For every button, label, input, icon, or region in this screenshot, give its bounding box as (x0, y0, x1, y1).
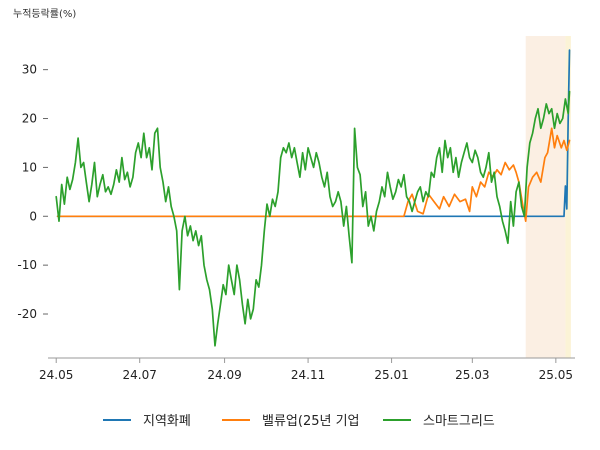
x-tick-label: 24.09 (207, 368, 241, 382)
x-tick-label: 24.07 (123, 368, 157, 382)
x-axis-ticks: 24.05 24.07 24.09 24.11 25.01 25.03 25.05 (39, 358, 573, 382)
series-lines (55, 49, 571, 347)
y-tick-label: -20 (17, 307, 37, 321)
y-tick-label: -10 (17, 258, 37, 272)
x-tick-label: 24.11 (291, 368, 325, 382)
x-tick-label: 25.01 (374, 368, 408, 382)
series-line-0 (56, 49, 571, 218)
y-tick-label: 20 (22, 112, 37, 126)
series-line-2 (55, 90, 571, 347)
x-tick-label: 24.05 (39, 368, 73, 382)
unit-label: 누적등락률(%) (13, 8, 76, 20)
x-tick-label: 25.05 (539, 368, 573, 382)
x-tick-label: 25.03 (455, 368, 489, 382)
y-tick-label: 0 (29, 209, 37, 223)
legend: 지역화폐 밸류업(25년 기업 스마트그리드 (103, 414, 495, 429)
y-axis-ticks: 30 20 10 0 -10 -20 (17, 63, 48, 321)
y-tick-label: 10 (22, 160, 37, 174)
y-tick-label: 30 (22, 63, 37, 77)
legend-label-1: 밸류업(25년 기업 (262, 414, 360, 429)
highlight-band-0 (525, 36, 566, 358)
legend-label-2: 스마트그리드 (423, 414, 495, 429)
highlight-regions (525, 36, 571, 358)
highlight-band-1 (565, 36, 571, 358)
legend-label-0: 지역화폐 (143, 414, 191, 429)
